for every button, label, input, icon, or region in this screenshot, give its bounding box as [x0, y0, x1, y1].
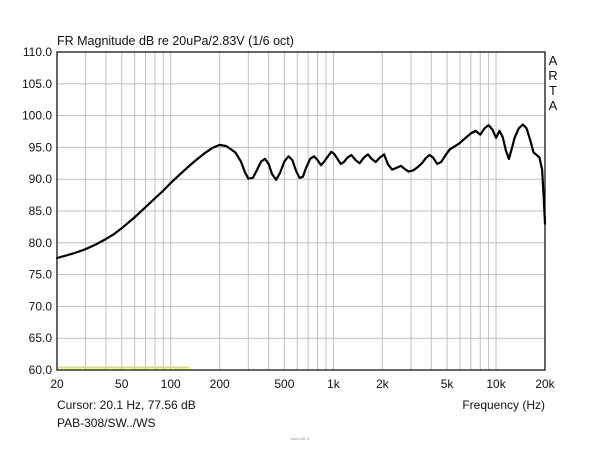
- x-tick-label: 500: [274, 377, 294, 391]
- model-label: PAB-308/SW../WS: [57, 416, 155, 430]
- y-tick-label: 60.0: [29, 363, 53, 377]
- series-line: [55, 123, 547, 260]
- x-tick-label: 20: [50, 377, 64, 391]
- grid: [57, 52, 545, 370]
- plot-frame: [56, 51, 546, 371]
- x-tick-label: 50: [115, 377, 129, 391]
- y-tick-label: 105.0: [22, 77, 52, 91]
- x-tick-label: 200: [210, 377, 230, 391]
- y-tick-label: 110.0: [23, 45, 52, 59]
- footer-watermark: www.hifi.pl: [291, 436, 310, 441]
- y-tick-label: 100.0: [22, 109, 52, 123]
- x-axis-labels: 20 50 100 200 500 1k 2k 5k 10k 20k: [50, 377, 555, 391]
- brand-letter: A: [549, 98, 558, 113]
- y-tick-label: 95.0: [29, 140, 53, 154]
- x-axis-label: Frequency (Hz): [462, 398, 545, 412]
- y-axis-labels: 60.0 65.0 70.0 75.0 80.0 85.0 90.0 95.0 100.0 105…: [22, 45, 52, 377]
- x-tick-label: 10k: [486, 377, 506, 391]
- chart-title: FR Magnitude dB re 20uPa/2.83V (1/6 oct): [57, 34, 294, 48]
- x-tick-label: 5k: [441, 377, 455, 391]
- y-tick-label: 65.0: [29, 331, 53, 345]
- y-tick-label: 70.0: [29, 299, 53, 313]
- x-tick-label: 100: [161, 377, 181, 391]
- y-tick-label: 85.0: [29, 204, 53, 218]
- cursor-readout: Cursor: 20.1 Hz, 77.56 dB: [57, 398, 196, 412]
- x-tick-label: 20k: [535, 377, 555, 391]
- brand-letter: T: [549, 83, 557, 98]
- y-tick-label: 80.0: [29, 236, 53, 250]
- x-tick-label: 2k: [376, 377, 390, 391]
- series-group: [55, 123, 547, 260]
- y-tick-label: 75.0: [29, 268, 53, 282]
- y-tick-label: 90.0: [29, 172, 53, 186]
- brand-letter: R: [548, 68, 557, 83]
- x-tick-label: 1k: [327, 377, 341, 391]
- brand-letter: A: [549, 53, 558, 68]
